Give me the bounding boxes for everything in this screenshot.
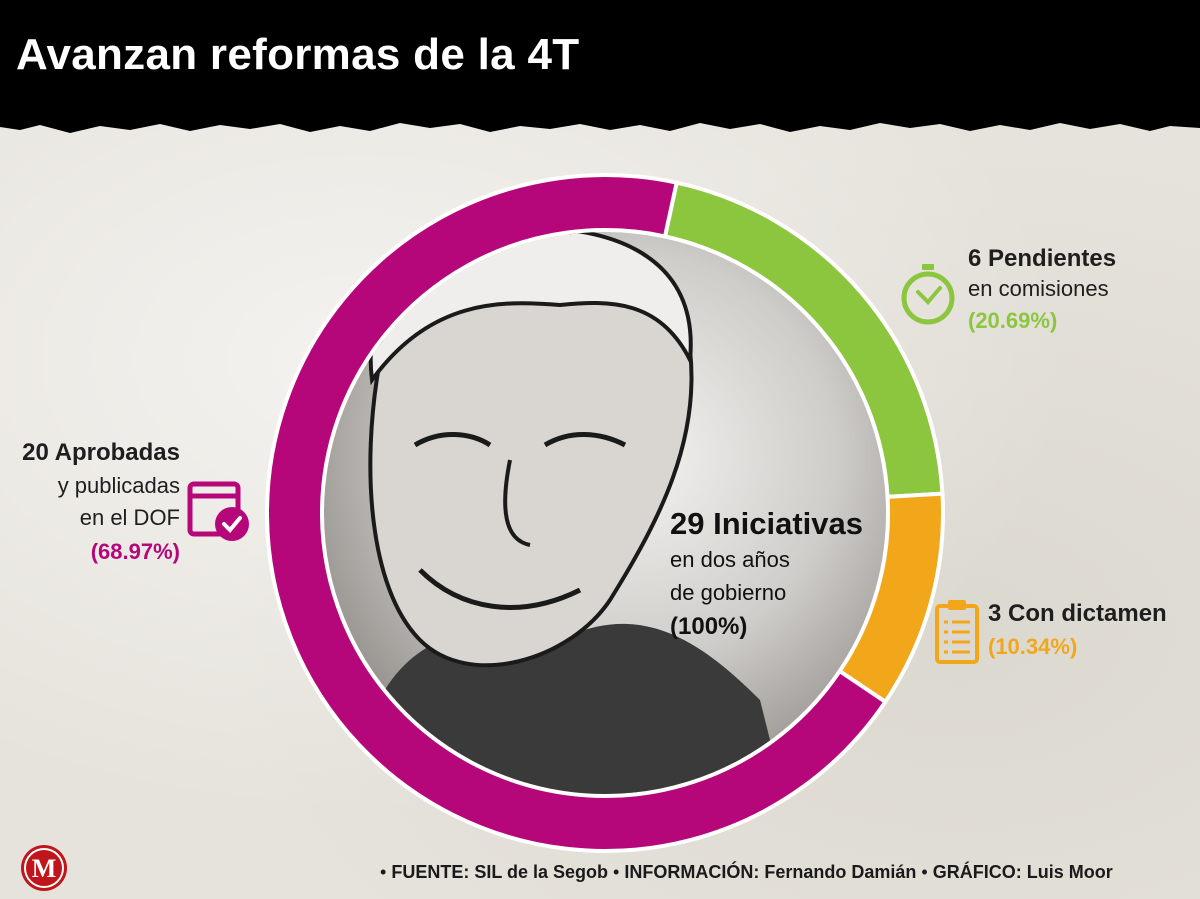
donut-slice-aprobadas <box>265 173 889 853</box>
milenio-logo: M <box>21 845 67 891</box>
clipboard-icon <box>935 600 979 664</box>
footer-bullet-1: • <box>380 862 387 882</box>
label-aprobadas-line3: en el DOF <box>79 505 180 530</box>
label-pendientes-percent: (20.69%) <box>968 308 1058 333</box>
label-dictamen-title: 3 Con dictamen <box>988 600 1167 627</box>
footer-bullet-3: • <box>921 862 928 882</box>
center-total-title: 29 Iniciativas <box>670 506 864 541</box>
logo-letter: M <box>32 854 57 883</box>
label-aprobadas-line2: y publicadas <box>57 473 180 498</box>
footer-source: FUENTE: SIL de la Segob <box>391 862 609 882</box>
center-total-percent: (100%) <box>670 613 748 640</box>
label-pendientes-subtitle: en comisiones <box>968 276 1109 301</box>
label-dictamen-percent: (10.34%) <box>988 634 1078 659</box>
footer-graphic: GRÁFICO: Luis Moor <box>932 862 1113 882</box>
label-pendientes: 6 Pendientes en comisiones (20.69%) <box>968 244 1116 338</box>
footer-credits: • FUENTE: SIL de la Segob • INFORMACIÓN:… <box>380 862 1113 883</box>
center-total-label: 29 Iniciativas en dos años de gobierno (… <box>670 505 863 645</box>
clock-icon <box>901 264 955 325</box>
footer-info: INFORMACIÓN: Fernando Damián <box>624 862 917 882</box>
header-bar <box>0 0 1200 150</box>
label-aprobadas: 20 Aprobadas y publicadas en el DOF (68.… <box>22 436 180 570</box>
label-aprobadas-percent: (68.97%) <box>90 539 180 564</box>
page-title: Avanzan reformas de la 4T <box>16 30 580 79</box>
center-total-line2: de gobierno <box>670 580 787 605</box>
footer-bullet-2: • <box>613 862 620 882</box>
calendar-check-icon <box>187 481 249 541</box>
label-dictamen: 3 Con dictamen (10.34%) <box>988 598 1167 664</box>
center-total-line1: en dos años <box>670 547 790 572</box>
label-pendientes-title: 6 Pendientes <box>968 245 1117 272</box>
label-aprobadas-title: 20 Aprobadas <box>22 439 180 466</box>
